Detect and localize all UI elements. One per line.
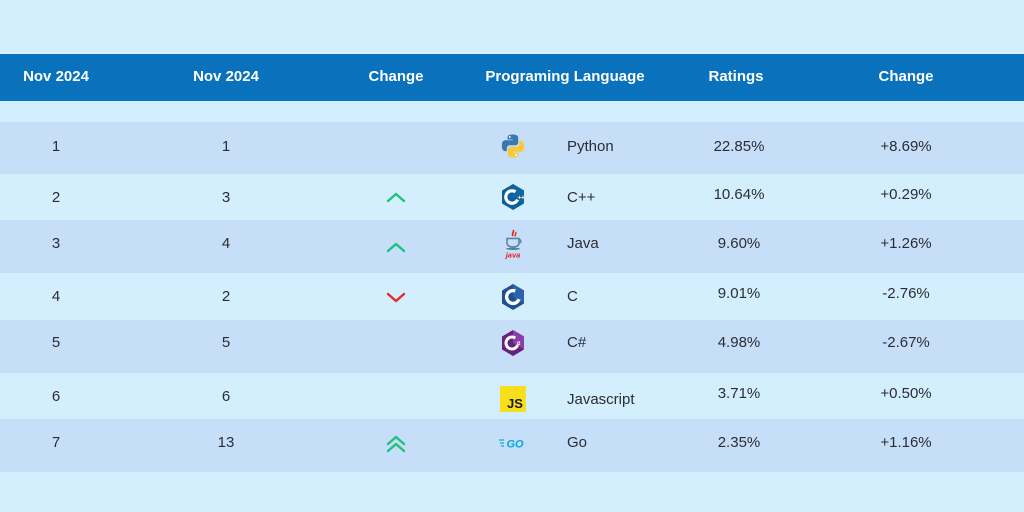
chevron-up-icon	[381, 174, 411, 220]
rating-value: 10.64%	[713, 185, 765, 203]
table-row: 6 6 JS Javascript 3.71% +0.50%	[0, 373, 1024, 419]
rank-current: 3	[51, 235, 61, 252]
rank-previous: 3	[221, 188, 231, 206]
rating-change: +0.29%	[880, 185, 932, 203]
go-logo-icon: GO	[498, 416, 528, 469]
language-name: Javascript	[567, 390, 635, 408]
rank-previous: 2	[221, 288, 231, 305]
python-logo-icon	[498, 120, 528, 172]
rating-change: +8.69%	[880, 137, 932, 155]
rank-current: 1	[51, 137, 61, 155]
svg-text:GO: GO	[506, 438, 524, 450]
language-name: C	[567, 288, 578, 305]
rank-current: 7	[51, 434, 61, 451]
rating-value: 22.85%	[713, 137, 765, 155]
language-name: Python	[567, 137, 614, 155]
rank-current: 2	[51, 188, 61, 206]
chevron-up-icon	[381, 220, 411, 273]
csharp-logo-icon: #	[498, 316, 528, 369]
rating-value: 4.98%	[717, 334, 761, 351]
ranking-table: Nov 2024 Nov 2024 Change Programing Lang…	[0, 54, 1024, 122]
table-row: 5 5 # C# 4.98% -2.67%	[0, 320, 1024, 373]
rating-value: 3.71%	[717, 384, 761, 402]
rank-previous: 6	[221, 387, 231, 405]
rating-change: +0.50%	[880, 384, 932, 402]
language-name: C++	[567, 188, 596, 206]
table-row: 4 2 C 9.01% -2.76%	[0, 273, 1024, 320]
svg-text:JS: JS	[507, 396, 523, 411]
svg-text:+: +	[518, 195, 522, 202]
rank-current: 4	[51, 288, 61, 305]
language-name: Java	[567, 235, 599, 252]
rating-value: 9.60%	[717, 235, 761, 252]
header-rank-previous: Nov 2024	[193, 68, 259, 85]
header-change-percent: Change	[878, 68, 934, 85]
header-language: Programing Language	[485, 68, 645, 85]
header-change-icon: Change	[368, 68, 424, 85]
c-logo-icon	[498, 273, 528, 320]
table-row: 2 3 + + C++ 10.64% +0.29%	[0, 174, 1024, 220]
cpp-logo-icon: + +	[498, 174, 528, 220]
rank-current: 5	[51, 334, 61, 351]
header-ratings: Ratings	[708, 68, 764, 85]
header-rank-current: Nov 2024	[23, 68, 89, 85]
rating-change: -2.76%	[882, 285, 930, 302]
java-logo-icon: java	[498, 217, 528, 270]
table-header: Nov 2024 Nov 2024 Change Programing Lang…	[0, 54, 1024, 101]
svg-text:java: java	[505, 250, 521, 259]
language-name: Go	[567, 434, 588, 451]
rank-previous: 1	[221, 137, 231, 155]
svg-text:#: #	[517, 341, 521, 348]
table-row: 7 13 GO Go 2.35% +1.16%	[0, 419, 1024, 472]
rating-change: -2.67%	[882, 334, 930, 351]
rating-value: 9.01%	[717, 285, 761, 302]
rank-previous: 5	[221, 334, 231, 351]
rank-current: 6	[51, 387, 61, 405]
svg-text:+: +	[521, 195, 525, 202]
rating-change: +1.26%	[880, 235, 932, 252]
rank-previous: 4	[221, 235, 231, 252]
rank-previous: 13	[217, 434, 235, 451]
javascript-logo-icon: JS	[498, 376, 528, 422]
language-name: C#	[567, 334, 587, 351]
rating-value: 2.35%	[717, 434, 761, 451]
table-row: 1 1 Python 22.85% +8.69%	[0, 122, 1024, 174]
chevron-down-icon	[381, 273, 411, 320]
double-chevron-up-icon	[381, 417, 411, 470]
header-spacer	[0, 101, 1024, 122]
rating-change: +1.16%	[880, 434, 932, 451]
table-row: 3 4 java Java 9.60% +1.26%	[0, 220, 1024, 273]
